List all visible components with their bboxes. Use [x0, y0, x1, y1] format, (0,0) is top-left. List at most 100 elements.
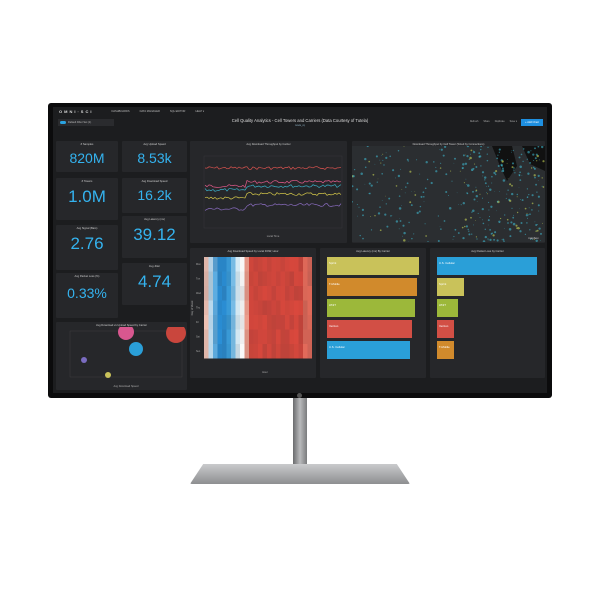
heatmap-cell[interactable]: [267, 315, 272, 330]
bar-verizon[interactable]: Verizon: [327, 320, 412, 338]
heatmap-cell[interactable]: [285, 344, 290, 359]
heatmap-cell[interactable]: [258, 329, 263, 345]
bar-sprint[interactable]: Sprint: [327, 257, 419, 275]
heatmap-cell[interactable]: [204, 300, 209, 316]
heatmap-cell[interactable]: [294, 300, 299, 316]
heatmap-cell[interactable]: [222, 315, 227, 330]
heatmap-cell[interactable]: [240, 286, 245, 301]
heatmap-cell[interactable]: [280, 257, 286, 272]
heatmap-cell[interactable]: [231, 329, 236, 345]
heatmap-cell[interactable]: [307, 286, 313, 301]
bar-u-s-cellular[interactable]: U.S. Cellular: [327, 341, 410, 359]
heatmap-cell[interactable]: [298, 315, 304, 330]
heatmap-cell[interactable]: [231, 257, 236, 272]
heatmap-cell[interactable]: [217, 271, 223, 287]
kpi-samples[interactable]: # Samples 820M: [56, 141, 118, 172]
heatmap-cell[interactable]: [303, 271, 308, 287]
heatmap-cell[interactable]: [289, 315, 295, 330]
heatmap-cell[interactable]: [244, 271, 250, 287]
scatter-panel[interactable]: Avg Download vs Upload Speed by Carrier …: [56, 322, 187, 390]
heatmap-cell[interactable]: [253, 271, 259, 287]
heatmap-cell[interactable]: [213, 315, 218, 330]
line-series[interactable]: [204, 184, 342, 192]
heatmap-cell[interactable]: [294, 315, 299, 330]
heatmap-cell[interactable]: [271, 300, 277, 316]
heatmap-cell[interactable]: [253, 344, 259, 359]
heatmap-cell[interactable]: [213, 344, 218, 359]
heatmap-cell[interactable]: [240, 271, 245, 287]
heatmap-cell[interactable]: [244, 286, 250, 301]
heatmap-cell[interactable]: [289, 329, 295, 345]
heatmap-cell[interactable]: [222, 344, 227, 359]
heatmap-cell[interactable]: [217, 257, 223, 272]
bubble-att[interactable]: [129, 342, 143, 356]
heatmap-cell[interactable]: [271, 344, 277, 359]
heatmap-cell[interactable]: [240, 315, 245, 330]
heatmap-cell[interactable]: [253, 315, 259, 330]
heatmap-cell[interactable]: [307, 257, 313, 272]
line-series[interactable]: [204, 192, 342, 200]
heatmap-cell[interactable]: [208, 300, 214, 316]
heatmap-cell[interactable]: [244, 315, 250, 330]
heatmap-cell[interactable]: [249, 329, 254, 345]
bar-t-mobile[interactable]: T-Mobile: [327, 278, 418, 296]
heatmap-cell[interactable]: [271, 271, 277, 287]
kpi-latency[interactable]: Avg Latency (ms) 39.12: [122, 216, 187, 258]
heatmap-cell[interactable]: [294, 257, 299, 272]
heatmap-cell[interactable]: [226, 286, 232, 301]
heatmap-cell[interactable]: [222, 271, 227, 287]
heatmap-cell[interactable]: [213, 300, 218, 316]
heatmap-cell[interactable]: [231, 300, 236, 316]
line-series[interactable]: [204, 203, 342, 211]
heatmap-cell[interactable]: [249, 286, 254, 301]
heatmap-cell[interactable]: [222, 257, 227, 272]
heatmap-cell[interactable]: [235, 286, 241, 301]
heatmap-cell[interactable]: [280, 344, 286, 359]
bar-verizon[interactable]: Verizon: [437, 320, 454, 338]
bar-at-t[interactable]: AT&T: [437, 299, 458, 317]
duplicate-button[interactable]: Duplicate: [494, 120, 505, 123]
bar-t-mobile[interactable]: T-Mobile: [437, 341, 454, 359]
line-series[interactable]: [204, 179, 342, 189]
heatmap-cell[interactable]: [231, 271, 236, 287]
heatmap-cell[interactable]: [280, 300, 286, 316]
heatmap-cell[interactable]: [280, 286, 286, 301]
heatmap-cell[interactable]: [267, 300, 272, 316]
heatmap-cell[interactable]: [222, 329, 227, 345]
heatmap-cell[interactable]: [294, 329, 299, 345]
heatmap-cell[interactable]: [271, 286, 277, 301]
heatmap-cell[interactable]: [276, 271, 281, 287]
heatmap-cell[interactable]: [298, 329, 304, 345]
heatmap-cell[interactable]: [298, 286, 304, 301]
heatmap-cell[interactable]: [271, 257, 277, 272]
heatmap-cell[interactable]: [235, 344, 241, 359]
heatmap-cell[interactable]: [231, 286, 236, 301]
bubble-verizon[interactable]: [166, 327, 186, 343]
heatmap-cell[interactable]: [240, 300, 245, 316]
heatmap-cell[interactable]: [307, 315, 313, 330]
heatmap-cell[interactable]: [307, 271, 313, 287]
heatmap-cell[interactable]: [258, 271, 263, 287]
heatmap-cell[interactable]: [258, 286, 263, 301]
heatmap-cell[interactable]: [217, 286, 223, 301]
heatmap-cell[interactable]: [231, 344, 236, 359]
heatmap-cell[interactable]: [240, 344, 245, 359]
heatmap-cell[interactable]: [244, 329, 250, 345]
heatmap-cell[interactable]: [235, 257, 241, 272]
filter-set-select[interactable]: Default Filter Set (1): [58, 119, 114, 126]
heatmap-cell[interactable]: [285, 329, 290, 345]
heatmap-cell[interactable]: [303, 257, 308, 272]
kpi-upload[interactable]: Avg Upload Speed 8.53k: [122, 141, 187, 172]
kpi-signal[interactable]: Avg Signal (Bars) 2.76: [56, 225, 118, 270]
heatmap-cell[interactable]: [226, 300, 232, 316]
bar-sprint[interactable]: Sprint: [437, 278, 464, 296]
heatmap-cell[interactable]: [267, 286, 272, 301]
heatmap-cell[interactable]: [276, 315, 281, 330]
heatmap-cell[interactable]: [249, 271, 254, 287]
heatmap-cell[interactable]: [276, 344, 281, 359]
heatmap-cell[interactable]: [307, 344, 313, 359]
heatmap-cell[interactable]: [204, 315, 209, 330]
heatmap-cell[interactable]: [285, 271, 290, 287]
heatmap-cell[interactable]: [258, 315, 263, 330]
heatmap-cell[interactable]: [262, 344, 268, 359]
